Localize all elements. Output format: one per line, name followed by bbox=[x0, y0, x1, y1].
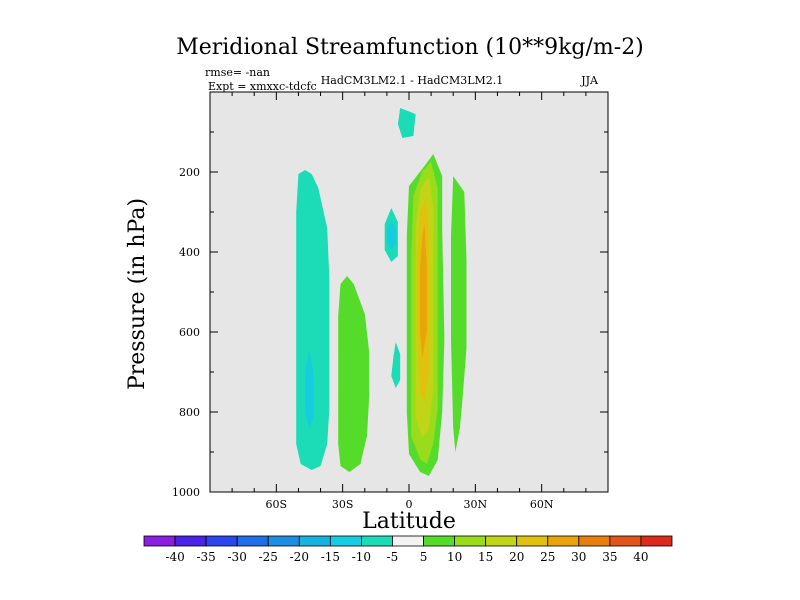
colorbar-label: -15 bbox=[321, 550, 340, 564]
colorbar-label: 10 bbox=[447, 550, 462, 564]
contour-region-0 bbox=[296, 170, 330, 470]
colorbar-label: -30 bbox=[228, 550, 247, 564]
colorbar-label: -20 bbox=[290, 550, 309, 564]
colorbar-label: 15 bbox=[478, 550, 493, 564]
rmse-label: rmse= -nan bbox=[205, 66, 270, 79]
colorbar-label: 25 bbox=[540, 550, 555, 564]
y-axis-label: Pressure (in hPa) bbox=[125, 198, 150, 390]
chart-title: Meridional Streamfunction (10**9kg/m-2) bbox=[176, 35, 644, 60]
contour-region-11 bbox=[420, 224, 427, 358]
contour-region-12 bbox=[451, 176, 467, 452]
contour-fill-layer bbox=[296, 108, 467, 476]
contour-region-4 bbox=[386, 220, 396, 250]
colorbar-label: -5 bbox=[387, 550, 399, 564]
colorbar-label: 5 bbox=[420, 550, 428, 564]
colorbar-label: 35 bbox=[602, 550, 617, 564]
contour-region-2 bbox=[338, 276, 370, 472]
colorbar-swatch bbox=[236, 535, 269, 547]
x-tick-label: 60N bbox=[530, 498, 554, 511]
x-tick-label: 0 bbox=[406, 498, 413, 511]
x-tick-label: 30N bbox=[464, 498, 488, 511]
colorbar-label: 30 bbox=[571, 550, 586, 564]
colorbar-swatch bbox=[423, 535, 455, 547]
colorbar-swatch bbox=[640, 535, 673, 547]
colorbar-swatch bbox=[454, 535, 487, 547]
colorbar: -40 -35 -30 -25 -20 -15 -10 -5 5 10 15 20 25 30 35 40 bbox=[143, 535, 673, 564]
colorbar-swatch bbox=[516, 535, 549, 547]
season-label: JJA bbox=[580, 74, 599, 87]
colorbar-swatch bbox=[298, 535, 331, 547]
colorbar-swatch bbox=[485, 535, 518, 547]
colorbar-swatch bbox=[174, 535, 207, 547]
x-tick-label: 60S bbox=[266, 498, 288, 511]
x-axis-label: Latitude bbox=[362, 509, 456, 534]
y-axis-ticks: 200 400 600 800 1000 bbox=[172, 131, 608, 499]
colorbar-swatch bbox=[329, 535, 362, 547]
chart-subtitle: HadCM3LM2.1 - HadCM3LM2.1 bbox=[321, 74, 504, 87]
y-tick-label: 600 bbox=[179, 326, 200, 339]
colorbar-swatch bbox=[267, 535, 300, 547]
y-tick-label: 800 bbox=[179, 406, 200, 419]
y-tick-label: 400 bbox=[179, 246, 200, 259]
colorbar-swatch bbox=[547, 535, 580, 547]
colorbar-label: -40 bbox=[165, 550, 184, 564]
contour-region-5 bbox=[397, 108, 416, 138]
colorbar-label: 40 bbox=[633, 550, 648, 564]
contour-region-1 bbox=[305, 348, 314, 428]
colorbar-swatch bbox=[143, 535, 176, 547]
x-axis-ticks: 60S 30S 0 30N 60N bbox=[231, 92, 587, 511]
x-tick-label: 30S bbox=[332, 498, 354, 511]
colorbar-label: 20 bbox=[509, 550, 524, 564]
colorbar-swatch bbox=[392, 535, 424, 547]
colorbar-swatch bbox=[609, 535, 642, 547]
contour-region-6 bbox=[391, 342, 401, 388]
y-tick-label: 200 bbox=[179, 166, 200, 179]
colorbar-swatch bbox=[361, 535, 393, 547]
expt-label: Expt = xmxxc-tdcfc bbox=[208, 80, 317, 93]
colorbar-label: -35 bbox=[196, 550, 215, 564]
colorbar-swatch bbox=[578, 535, 611, 547]
colorbar-label: -10 bbox=[352, 550, 371, 564]
colorbar-label: -25 bbox=[259, 550, 278, 564]
colorbar-swatch bbox=[205, 535, 238, 547]
y-tick-label: 1000 bbox=[172, 486, 200, 499]
